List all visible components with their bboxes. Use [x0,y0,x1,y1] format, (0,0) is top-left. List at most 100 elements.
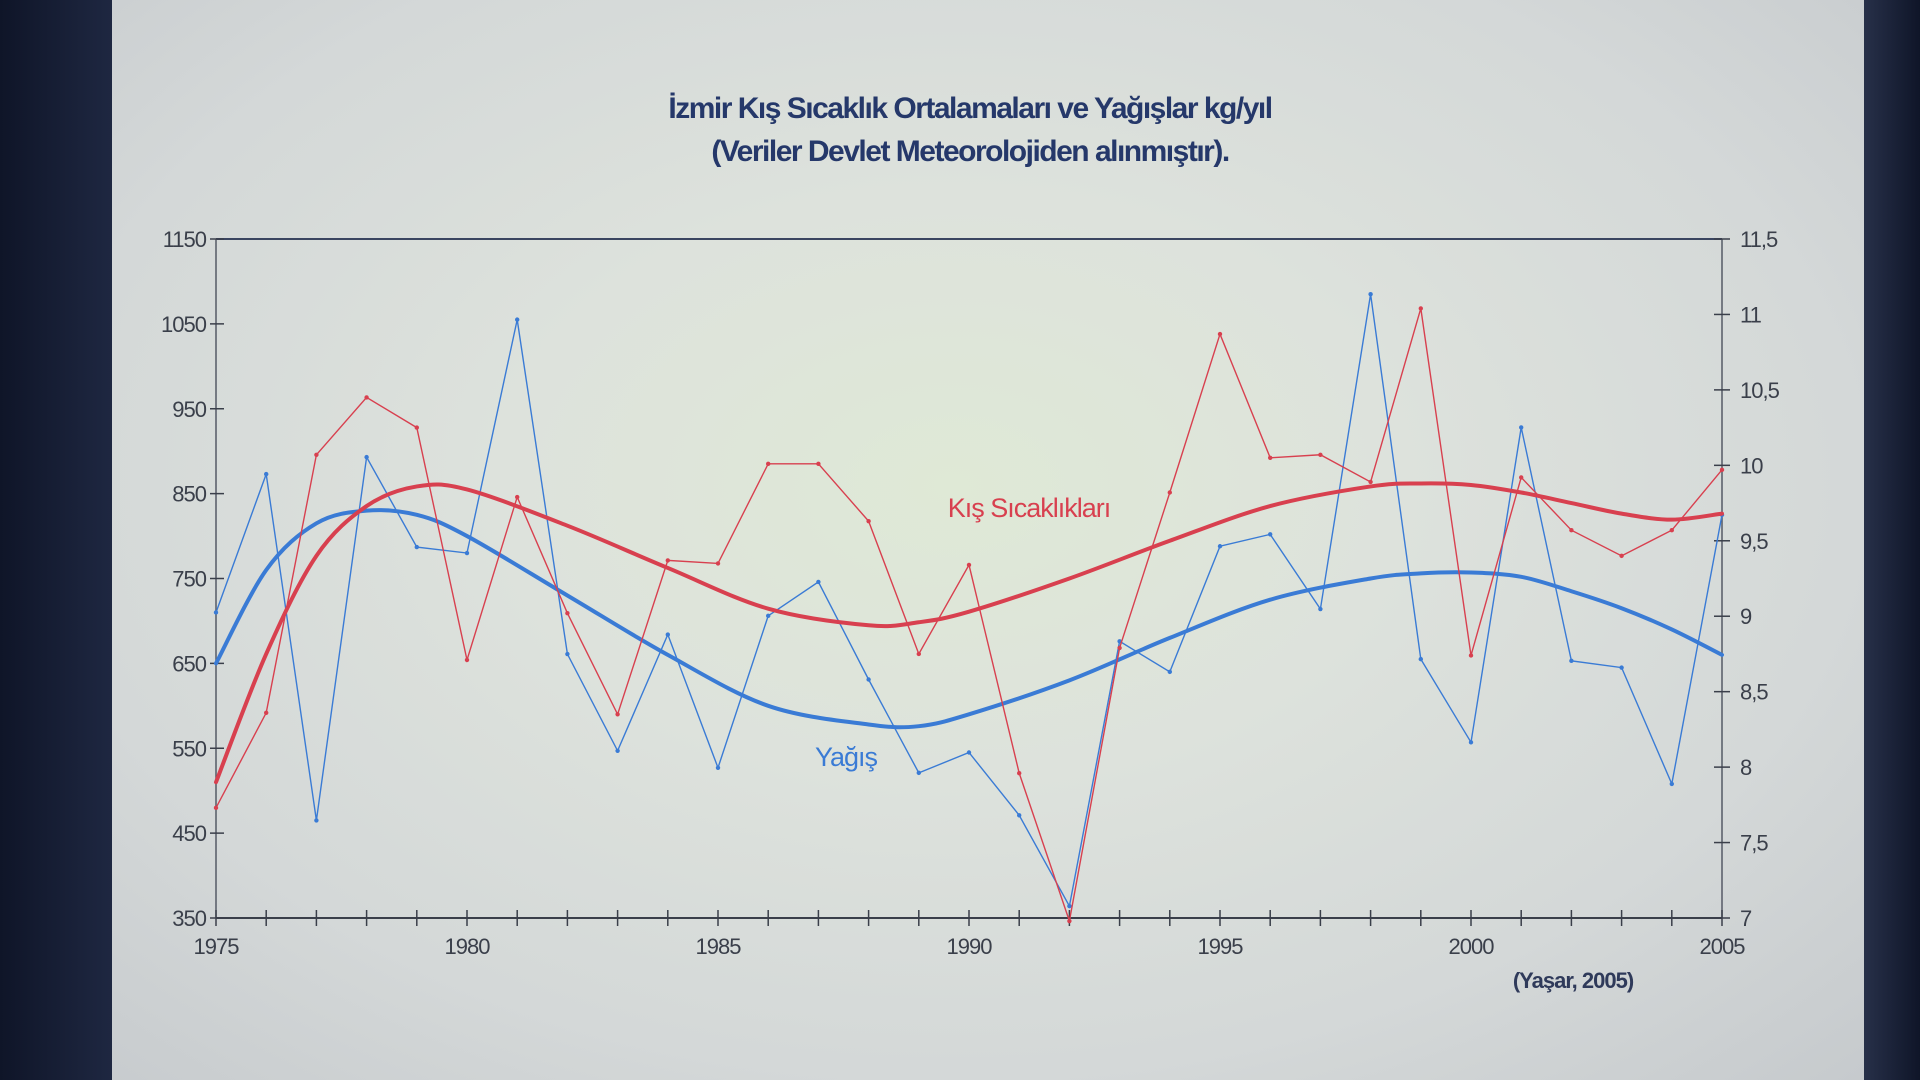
left-tick-label: 650 [172,651,206,676]
data-point-kis-sicakliklari [916,651,921,657]
right-tick-label: 8,5 [1740,680,1768,705]
data-point-kis-sicakliklari [1368,479,1373,485]
left-tick-label: 450 [172,821,206,846]
data-point-kis-sicakliklari [816,461,821,467]
left-tick-label: 1150 [163,227,207,252]
data-point-kis-sicakliklari [364,395,369,400]
data-point-kis-sicakliklari [866,518,871,524]
data-point-yagis [916,770,921,776]
data-point-yagis [264,471,269,477]
data-point-kis-sicakliklari [1017,770,1022,776]
chart-subtitle: (Veriler Devlet Meteorolojiden alınmıştı… [711,135,1228,168]
left-tick-label: 950 [172,397,206,422]
data-point-kis-sicakliklari [1418,306,1424,311]
data-point-yagis [665,632,670,637]
right-tick-label: 11,5 [1740,227,1778,252]
data-point-yagis [1468,740,1474,745]
data-point-kis-sicakliklari [766,461,771,467]
data-point-yagis [615,748,620,753]
right-tick-label: 7 [1740,906,1752,931]
x-tick-label: 1975 [194,934,240,959]
data-point-kis-sicakliklari [1619,553,1624,559]
right-tick-label: 7,5 [1740,831,1768,856]
right-tick-label: 10 [1740,453,1763,478]
x-tick-label: 1990 [947,934,993,959]
x-tick-label: 1985 [696,934,742,959]
left-tick-label: 850 [172,482,206,507]
data-point-kis-sicakliklari [264,710,269,715]
right-tick-label: 8 [1740,755,1752,780]
data-point-yagis [1167,669,1173,675]
data-point-kis-sicakliklari [615,712,620,717]
monitor-bezel-left [0,0,112,1080]
data-point-kis-sicakliklari [414,425,419,430]
data-point-yagis [213,610,219,615]
data-point-yagis [1519,425,1524,430]
data-point-yagis [816,579,821,585]
x-tick-label: 2005 [1700,934,1746,959]
annotation-kis-sicakliklari: Kış Sıcaklıkları [948,493,1111,523]
data-point-yagis [1318,606,1323,612]
data-point-yagis [1017,813,1022,818]
left-tick-label: 550 [172,736,206,761]
data-point-yagis [1418,656,1424,662]
data-point-yagis [1669,781,1675,787]
right-tick-label: 10,5 [1740,378,1780,403]
data-point-kis-sicakliklari [1117,645,1122,651]
data-point-yagis [314,818,319,823]
data-point-kis-sicakliklari [314,452,319,457]
data-point-yagis [1067,903,1072,909]
x-tick-label: 1995 [1198,934,1244,959]
data-point-kis-sicakliklari [665,558,670,563]
right-tick-label: 9 [1740,604,1752,629]
data-point-yagis [1217,544,1223,549]
data-point-yagis [715,765,721,770]
right-tick-label: 9,5 [1740,529,1768,554]
data-point-yagis [1368,291,1373,297]
data-point-kis-sicakliklari [1468,653,1474,658]
data-point-kis-sicakliklari [515,494,520,500]
left-tick-label: 750 [172,567,206,592]
right-tick-label: 11 [1740,302,1762,327]
data-point-kis-sicakliklari [464,657,470,663]
data-point-yagis [1268,532,1273,537]
data-point-yagis [515,317,520,322]
data-point-yagis [1569,658,1574,664]
data-point-yagis [464,550,470,556]
data-point-yagis [966,750,972,755]
chart-title: İzmir Kış Sıcaklık Ortalamaları ve Yağış… [668,92,1271,125]
data-point-kis-sicakliklari [1669,528,1675,533]
data-point-kis-sicakliklari [1067,918,1072,924]
data-point-yagis [1619,665,1624,670]
data-point-kis-sicakliklari [966,562,972,568]
data-point-kis-sicakliklari [1268,455,1273,460]
data-point-kis-sicakliklari [1167,490,1173,495]
data-point-kis-sicakliklari [565,611,570,616]
data-point-kis-sicakliklari [213,805,219,811]
trend-line-yagis [214,508,1724,730]
x-tick-label: 1980 [445,934,491,959]
annotation-yagis: Yağış [815,742,878,772]
series-line-yagis [215,294,1723,909]
data-point-kis-sicakliklari [1569,528,1574,533]
left-tick-label: 350 [172,906,206,931]
trend-line-kis-sicakliklari [214,481,1724,785]
data-point-yagis [414,544,419,550]
data-point-kis-sicakliklari [1217,331,1223,337]
source-citation: (Yaşar, 2005) [1513,968,1634,993]
data-point-kis-sicakliklari [1318,452,1323,457]
data-point-yagis [565,651,570,657]
data-point-kis-sicakliklari [1719,467,1725,473]
monitor-bezel-right [1864,0,1920,1080]
data-point-kis-sicakliklari [715,561,721,566]
data-point-yagis [364,454,369,460]
series-line-kis-sicakliklari [215,308,1723,924]
data-point-yagis [766,613,771,619]
data-point-yagis [866,677,871,682]
data-point-kis-sicakliklari [1519,475,1524,480]
screen-area [112,0,1864,1080]
x-tick-label: 2000 [1449,934,1495,959]
left-tick-label: 1050 [161,312,207,337]
